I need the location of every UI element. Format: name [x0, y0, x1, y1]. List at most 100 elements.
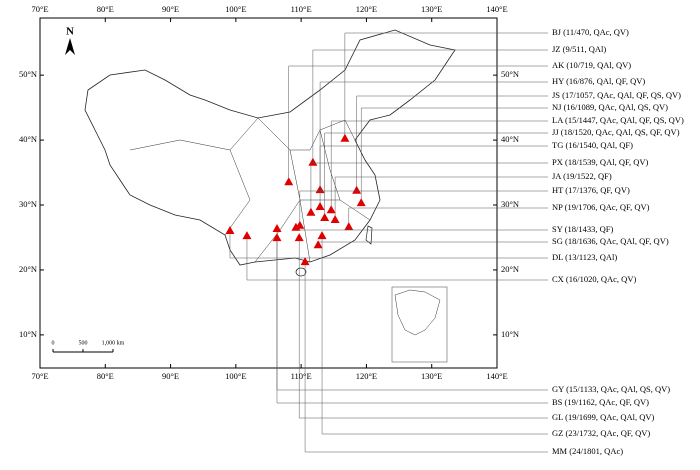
site-label: TG (16/1540, QAl, QF): [552, 140, 633, 150]
site-label: LA (15/1447, QAc, QAl, QF, QS, QV): [552, 115, 684, 125]
site-label: HY (16/876, QAl, QF, QV): [552, 76, 645, 86]
scale-label: 0: [52, 340, 55, 346]
x-tick-label: 140°E: [486, 371, 507, 381]
site-marker: [300, 257, 310, 266]
leader-line: [304, 262, 548, 453]
site-marker: [317, 231, 327, 240]
x-tick-label: 120°E: [356, 371, 377, 381]
site-marker: [344, 222, 354, 231]
site-marker: [356, 198, 366, 207]
site-marker: [291, 222, 301, 231]
inset-map: [391, 286, 448, 363]
leader-line: [360, 107, 548, 204]
leader-line: [319, 145, 548, 207]
site-label: JZ (9/511, QAl): [552, 44, 606, 54]
y-tick-label: 10°N: [501, 329, 519, 339]
site-label: DL (13/1123, QAl): [552, 252, 617, 262]
x-tick-label: 130°E: [421, 4, 442, 14]
y-tick-label: 20°N: [501, 264, 519, 274]
leader-line: [321, 236, 548, 435]
island-outline: [365, 225, 373, 245]
y-tick-label: 50°N: [19, 69, 37, 79]
site-marker: [225, 225, 235, 234]
leader-line: [356, 95, 548, 191]
site-marker: [320, 213, 330, 221]
site-marker: [313, 240, 323, 249]
island-outline: [295, 267, 307, 277]
site-marker: [352, 185, 362, 194]
leader-line: [229, 230, 548, 259]
site-label: NJ (16/1089, QAc, QAl, QS, QV): [552, 102, 668, 112]
leader-line: [246, 236, 548, 281]
leader-line: [276, 238, 548, 404]
north-arrow: [65, 38, 75, 55]
x-tick-label: 90°E: [162, 4, 179, 14]
scale-label: 500: [79, 340, 88, 346]
site-marker: [242, 231, 252, 240]
site-marker: [272, 224, 282, 233]
site-label: GZ (23/1732, QAc, QF, QV): [552, 428, 650, 438]
map-frame: [39, 17, 498, 369]
x-tick-label: 80°E: [97, 4, 114, 14]
site-label: GL (19/1699, QAc, QAl, QV): [552, 412, 655, 422]
site-label: CX (16/1020, QAc, QV): [552, 274, 636, 284]
leader-line: [312, 49, 548, 163]
y-tick-label: 50°N: [501, 69, 519, 79]
site-marker: [294, 233, 304, 242]
site-label: AK (10/719, QAl, QV): [552, 60, 631, 70]
y-tick-label: 20°N: [19, 264, 37, 274]
site-marker: [272, 233, 282, 242]
site-label: SY (18/1433, QF): [552, 224, 613, 234]
x-tick-label: 110°E: [291, 4, 312, 14]
leader-line: [288, 65, 548, 183]
site-label: MM (24/1801, QAc): [552, 446, 623, 456]
leader-line: [348, 207, 548, 228]
site-marker: [306, 207, 316, 216]
leader-line: [298, 238, 548, 419]
leader-line: [334, 176, 548, 220]
leader-line: [310, 162, 548, 213]
y-tick-label: 40°N: [501, 134, 519, 144]
x-tick-label: 140°E: [486, 4, 507, 14]
site-marker: [326, 205, 336, 214]
x-tick-label: 100°E: [225, 4, 246, 14]
x-tick-label: 100°E: [225, 371, 246, 381]
site-label: PX (18/1539, QAl, QF, QV): [552, 157, 649, 167]
site-marker: [308, 157, 318, 166]
site-label: NP (19/1706, QAc, QF, QV): [552, 202, 650, 212]
site-marker: [330, 214, 340, 223]
y-tick-label: 30°N: [501, 199, 519, 209]
inset-outline: [394, 289, 441, 336]
site-label: BJ (11/470, QAc, QV): [552, 27, 629, 37]
scale-label: 1,000 km: [102, 340, 125, 346]
site-label: HT (17/1376, QF, QV): [552, 185, 630, 195]
x-tick-label: 80°E: [97, 371, 114, 381]
site-label: SG (18/1636, QAc, QAl, QF, QV): [552, 236, 669, 246]
x-tick-label: 120°E: [356, 4, 377, 14]
x-tick-label: 90°E: [162, 371, 179, 381]
x-tick-label: 70°E: [31, 4, 48, 14]
site-marker: [284, 177, 294, 186]
province-borders: [129, 117, 371, 263]
leader-line: [317, 241, 548, 246]
leader-line: [344, 32, 548, 139]
site-label: BS (19/1162, QAc, QF, QV): [552, 397, 649, 407]
site-marker: [315, 201, 325, 210]
leader-line: [324, 132, 548, 218]
site-marker: [340, 133, 350, 142]
site-label: JS (17/1057, QAc, QAl, QF, QS, QV): [552, 90, 681, 100]
site-label: GY (15/1133, QAc, QAl, QS, QV): [552, 384, 670, 394]
y-tick-label: 40°N: [19, 134, 37, 144]
site-label: JJ (18/1520, QAc, QAl, QS, QF, QV): [552, 127, 680, 137]
y-tick-label: 10°N: [19, 329, 37, 339]
scale-bar: [52, 349, 114, 353]
north-label: N: [66, 26, 74, 38]
x-tick-label: 110°E: [291, 371, 312, 381]
y-tick-label: 30°N: [19, 199, 37, 209]
x-tick-label: 130°E: [421, 371, 442, 381]
leader-line: [330, 120, 548, 211]
site-label: JA (19/1522, QF): [552, 171, 612, 181]
leader-line: [299, 190, 548, 226]
x-tick-label: 70°E: [31, 371, 48, 381]
